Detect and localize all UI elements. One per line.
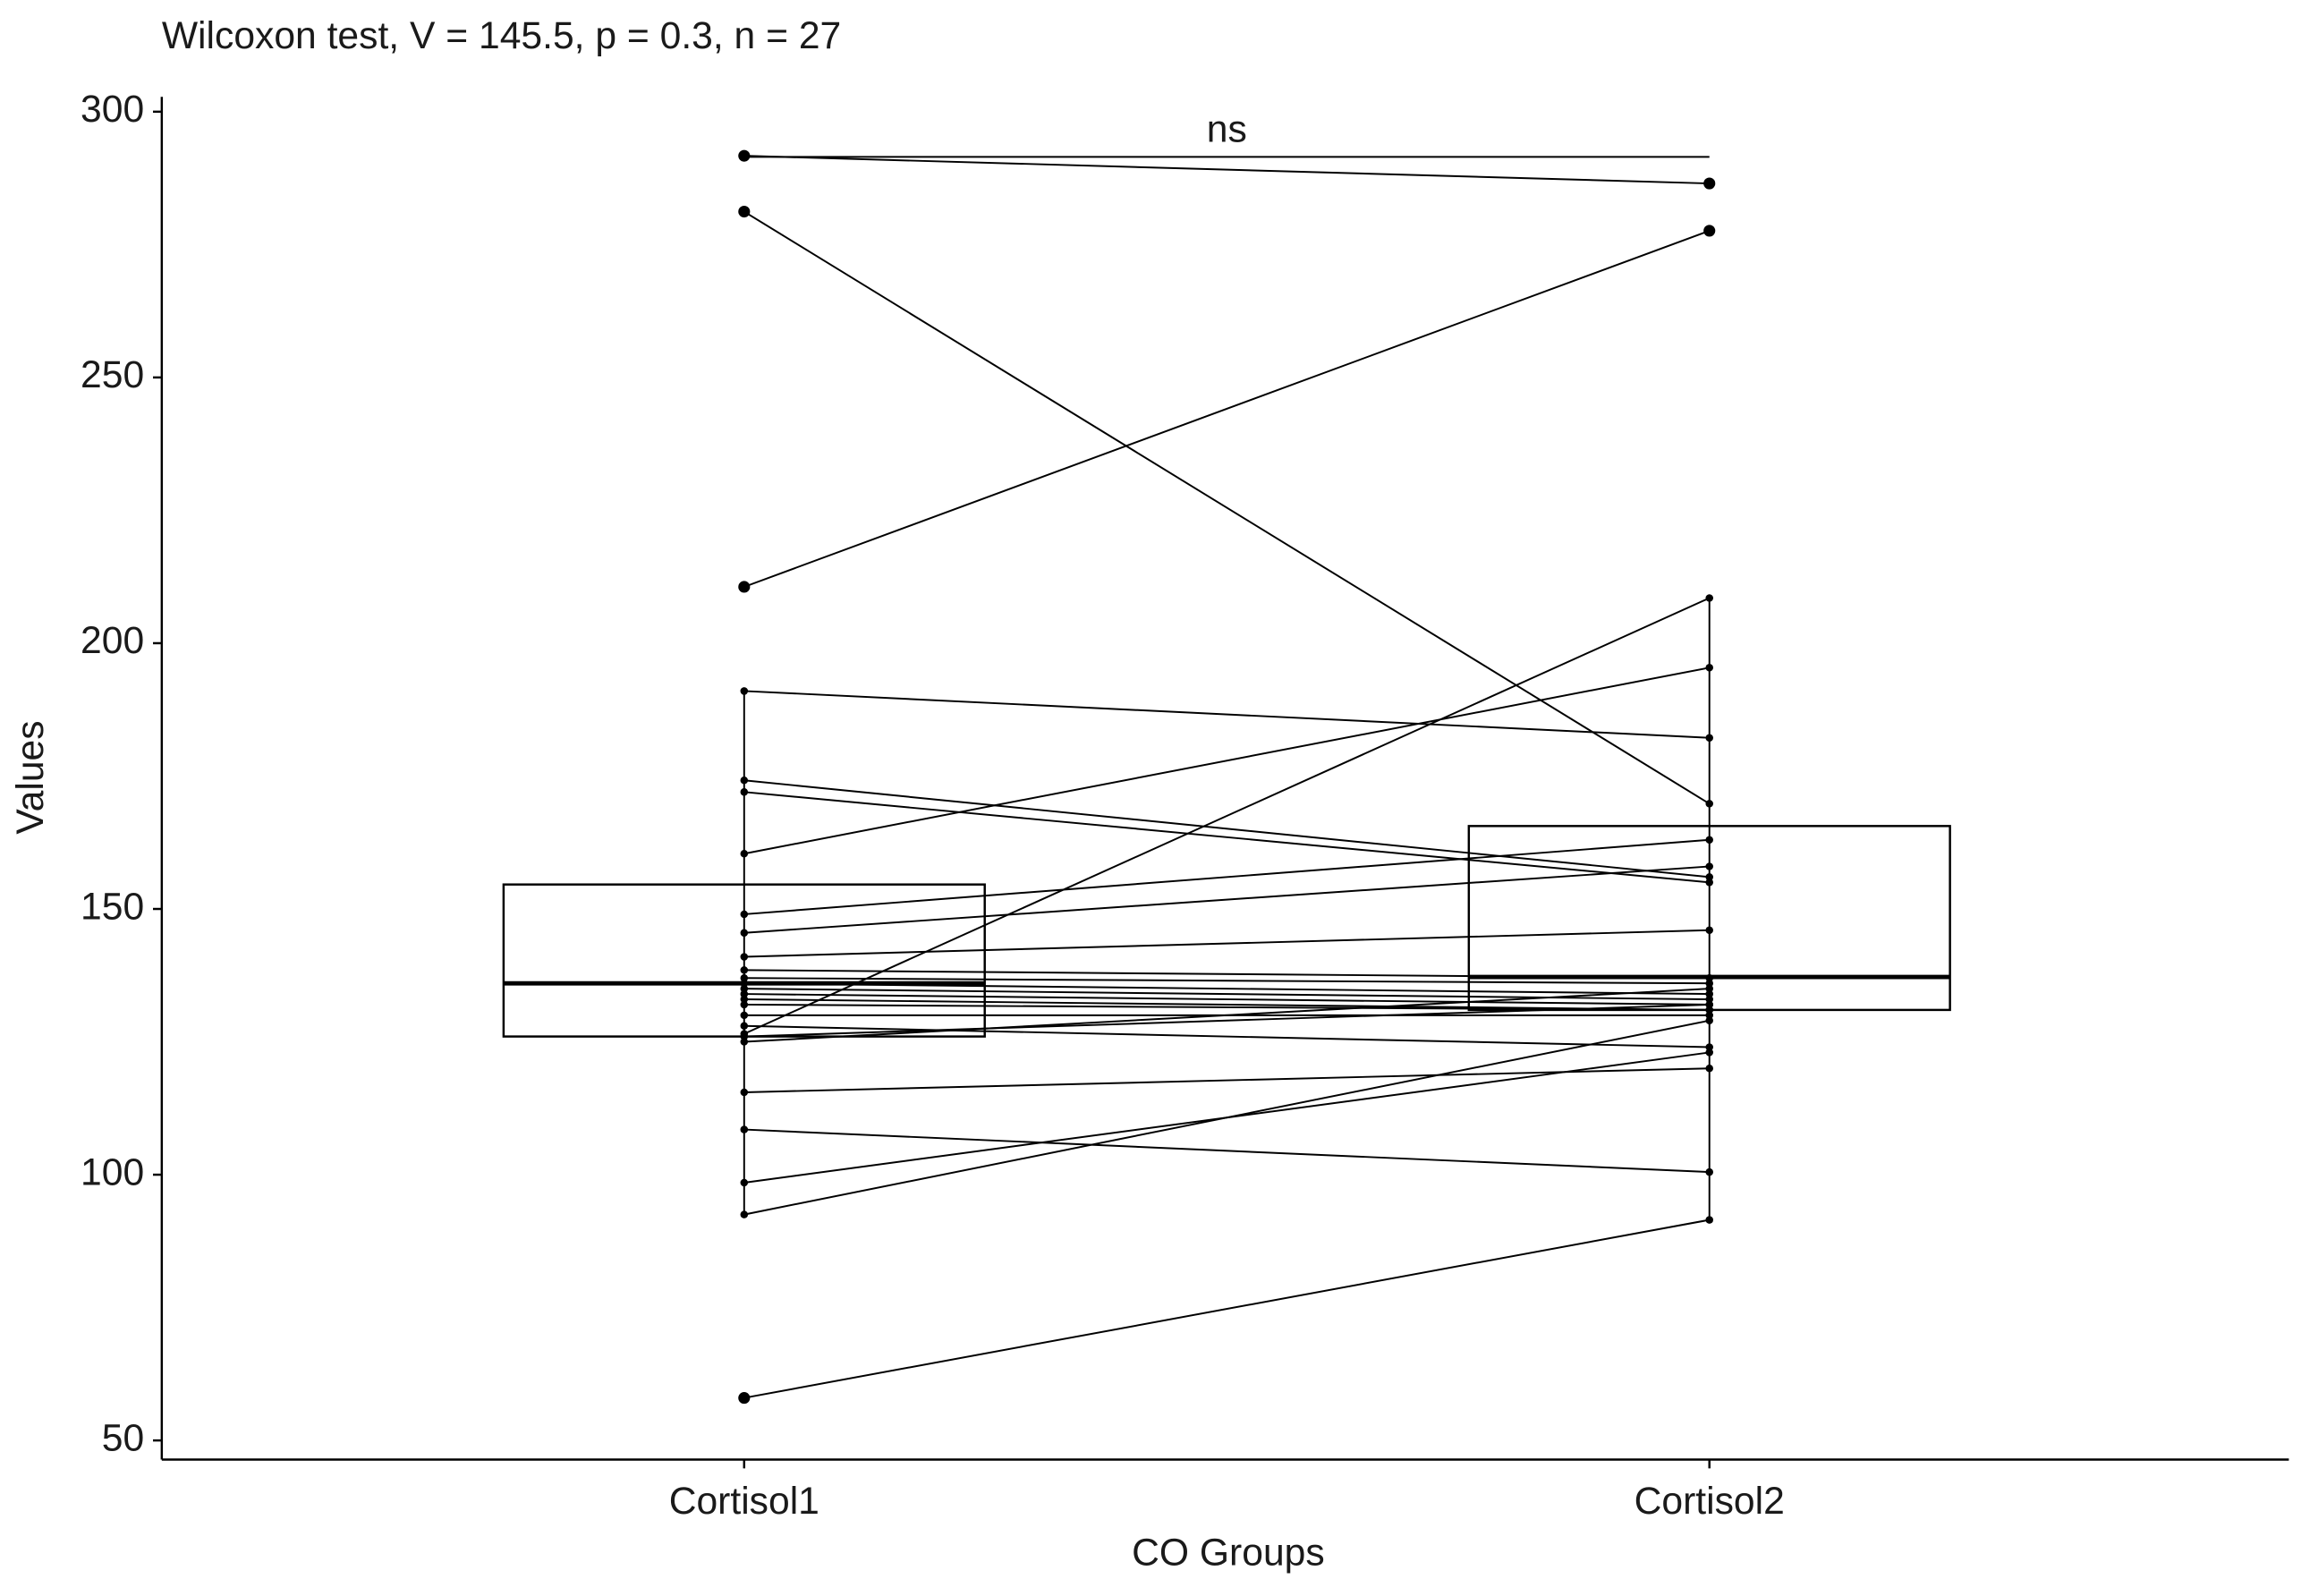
point <box>740 989 749 998</box>
pair-line <box>743 1128 1710 1174</box>
x-tick-label: Cortisol1 <box>669 1480 819 1523</box>
point <box>1705 1048 1713 1057</box>
point <box>740 687 749 695</box>
x-tick-label: Cortisol2 <box>1634 1480 1785 1523</box>
pair-line <box>743 988 1710 1000</box>
point <box>740 929 749 938</box>
point <box>740 966 749 974</box>
point <box>738 581 751 593</box>
pair-line <box>743 998 1710 1011</box>
pair-line <box>743 230 1711 588</box>
point <box>1705 862 1713 870</box>
point <box>740 995 749 1004</box>
y-tick-label: 250 <box>81 353 144 396</box>
pair-line <box>743 210 1711 805</box>
point <box>740 1032 749 1040</box>
point <box>1705 734 1713 742</box>
point <box>1705 1006 1713 1014</box>
x-axis-label: CO Groups <box>1132 1531 1325 1574</box>
point <box>1705 1216 1713 1224</box>
y-tick-label: 50 <box>102 1416 144 1459</box>
point <box>1705 1043 1713 1051</box>
point <box>740 984 749 993</box>
pair-line <box>743 977 1710 985</box>
pair-line <box>743 838 1710 915</box>
point <box>1705 836 1713 845</box>
pair-line <box>743 988 1710 1043</box>
y-tick-label: 150 <box>81 885 144 928</box>
point <box>1705 1011 1713 1020</box>
point <box>1705 664 1713 672</box>
pair-line <box>743 791 1710 884</box>
point <box>740 979 749 988</box>
point <box>740 1210 749 1218</box>
point <box>740 1125 749 1133</box>
pair-line <box>743 1019 1710 1216</box>
annotation: ns <box>1207 108 1247 151</box>
y-tick-label: 300 <box>81 88 144 131</box>
point <box>1705 984 1713 993</box>
pair-line <box>743 1024 1710 1048</box>
pair-line <box>743 929 1710 958</box>
point <box>740 953 749 961</box>
point <box>740 788 749 796</box>
pair-line <box>743 666 1710 855</box>
point <box>1705 594 1713 602</box>
y-tick-label: 100 <box>81 1150 144 1193</box>
point <box>1703 177 1716 190</box>
point <box>1705 973 1713 982</box>
pair-line <box>743 779 1710 879</box>
chart-title: Wilcoxon test, V = 145.5, p = 0.3, n = 2… <box>162 14 841 57</box>
pair-line <box>743 1218 1710 1399</box>
pair-line <box>743 865 1710 934</box>
point <box>740 1011 749 1020</box>
pair-line <box>743 1003 1710 1011</box>
point <box>740 849 749 858</box>
point <box>740 1000 749 1009</box>
point <box>740 1088 749 1097</box>
point <box>740 1178 749 1187</box>
point <box>740 776 749 785</box>
pair-line <box>743 993 1710 1006</box>
y-tick-label: 200 <box>81 619 144 662</box>
point <box>1705 1000 1713 1009</box>
point <box>740 910 749 919</box>
point <box>740 1038 749 1046</box>
pair-line <box>743 982 1710 996</box>
point <box>1705 1016 1713 1025</box>
point <box>1705 1064 1713 1073</box>
point <box>1705 926 1713 935</box>
y-axis-label: Values <box>9 720 52 834</box>
point <box>1705 873 1713 881</box>
pair-line <box>743 597 1711 1035</box>
point <box>1705 800 1713 808</box>
pair-line <box>743 1003 1710 1038</box>
point <box>738 149 751 162</box>
point <box>740 1022 749 1030</box>
point <box>1705 1167 1713 1176</box>
point <box>1705 995 1713 1004</box>
point <box>1705 989 1713 998</box>
pair-line <box>743 155 1710 185</box>
point <box>1705 879 1713 887</box>
point <box>740 973 749 982</box>
point <box>1705 979 1713 988</box>
point <box>1703 225 1716 237</box>
pair-line <box>743 969 1710 980</box>
pair-line <box>743 690 1710 739</box>
point <box>738 1392 751 1405</box>
point <box>738 205 751 218</box>
pair-line <box>743 1067 1710 1093</box>
